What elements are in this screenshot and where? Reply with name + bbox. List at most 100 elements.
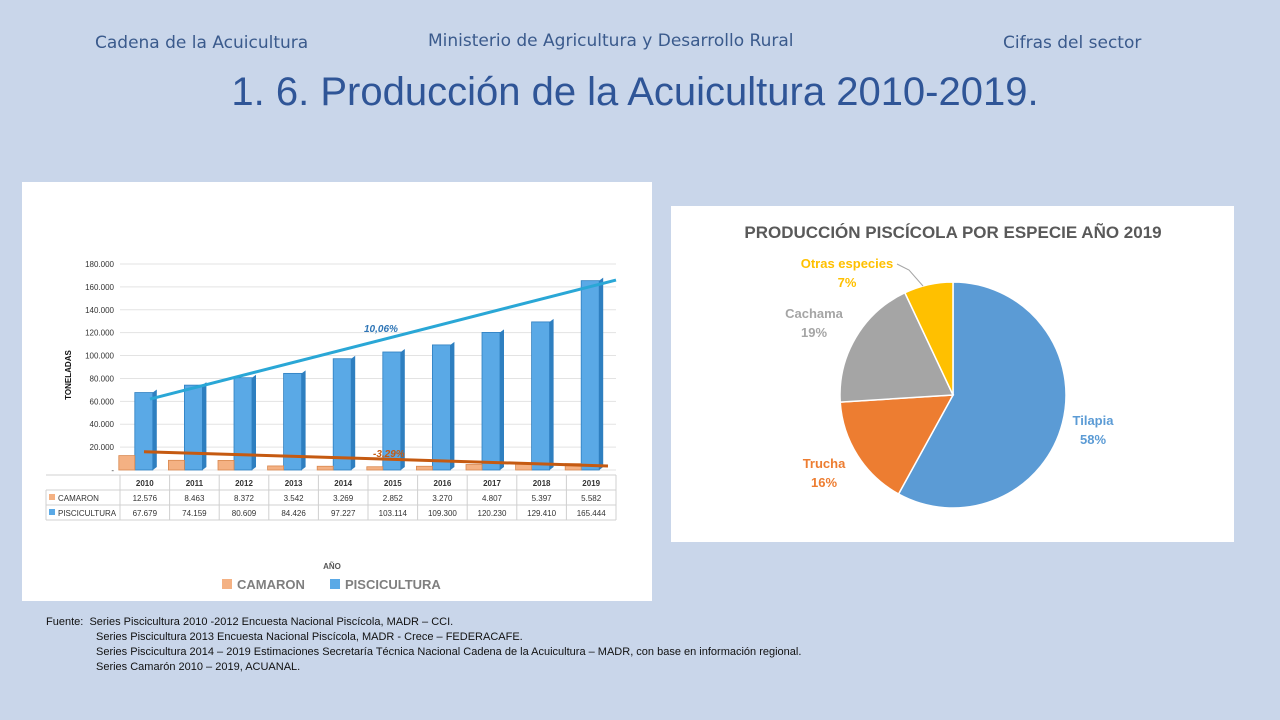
bar-chart-panel: - 20.000 40.000 60.000 80.000 100.000 120.000 1… — [22, 182, 652, 601]
bar-camaron-2017 — [465, 464, 483, 471]
bar-piscicultura-2010 — [134, 392, 154, 471]
table-legend-key — [49, 494, 55, 500]
x-tick-label: 2019 — [582, 479, 600, 488]
x-tick-label: 2015 — [384, 479, 402, 488]
x-tick-label: 2012 — [235, 479, 253, 488]
data-label: 5.397 — [532, 494, 553, 503]
x-axis-title: AÑO — [323, 562, 341, 571]
data-label: 12.576 — [133, 494, 158, 503]
y-tick-label: 60.000 — [90, 397, 115, 406]
y-axis-title: TONELADAS — [64, 350, 73, 400]
pie-leader-line — [896, 263, 924, 287]
trend-label-camaron: -3,29% — [373, 449, 405, 460]
bar-camaron-2010 — [118, 455, 136, 471]
bar-side-piscicultura-2019 — [599, 277, 604, 470]
table-legend-key — [49, 509, 55, 515]
pie-label-trucha: Trucha — [803, 456, 846, 471]
bar-side-piscicultura-2017 — [500, 329, 504, 470]
pie-slice-cachama — [839, 291, 955, 403]
header-right: Cifras del sector — [1003, 33, 1142, 53]
x-tick-label: 2016 — [434, 479, 452, 488]
data-label: 67.679 — [133, 509, 158, 518]
bar-side-piscicultura-2015 — [400, 348, 405, 470]
bar-camaron-2016 — [415, 465, 433, 471]
bar-side-piscicultura-2016 — [450, 341, 455, 470]
x-tick-label: 2013 — [285, 479, 303, 488]
legend-swatch-camaron — [222, 579, 232, 589]
bar-side-piscicultura-2012 — [252, 374, 256, 470]
data-label: 8.463 — [184, 494, 205, 503]
data-label: 109.300 — [428, 509, 457, 518]
pie-slice-otras-especies — [903, 281, 954, 396]
bar-side-piscicultura-2014 — [351, 355, 356, 470]
pie-title: PRODUCCIÓN PISCÍCOLA POR ESPECIE AÑO 201… — [744, 222, 1161, 242]
legend-label-piscicultura: PISCICULTURA — [345, 577, 441, 592]
data-label: 84.426 — [281, 509, 306, 518]
pie-value-tilapia: 58% — [1080, 432, 1106, 447]
data-label: 97.227 — [331, 509, 356, 518]
data-label: 3.270 — [432, 494, 453, 503]
data-label: 2.852 — [383, 494, 404, 503]
y-tick-label: 80.000 — [90, 374, 115, 383]
pie-value-trucha: 16% — [811, 475, 837, 490]
y-tick-label: 140.000 — [85, 306, 114, 315]
y-tick-label: 40.000 — [90, 420, 115, 429]
data-label: 4.807 — [482, 494, 503, 503]
data-label: 5.582 — [581, 494, 602, 503]
bar-side-piscicultura-2010 — [152, 389, 157, 470]
y-tick-label: 180.000 — [85, 260, 114, 269]
x-tick-label: 2017 — [483, 479, 501, 488]
x-tick-label: 2018 — [533, 479, 551, 488]
legend-swatch-piscicultura — [330, 579, 340, 589]
bar-piscicultura-2017 — [481, 332, 501, 471]
bar-piscicultura-2018 — [531, 321, 551, 471]
pie-chart: PRODUCCIÓN PISCÍCOLA POR ESPECIE AÑO 201… — [744, 222, 1162, 509]
source-note: Fuente: Series Piscicultura 2010 -2012 E… — [46, 615, 801, 675]
header-left: Cadena de la Acuicultura — [95, 33, 309, 53]
bar-piscicultura-2011 — [183, 384, 203, 471]
x-tick-label: 2010 — [136, 479, 154, 488]
data-label: 3.542 — [284, 494, 305, 503]
bar-camaron-2015 — [366, 466, 384, 471]
bar-piscicultura-2016 — [431, 344, 451, 471]
bar-piscicultura-2019 — [580, 280, 600, 471]
page-title: 1. 6. Producción de la Acuicultura 2010-… — [231, 70, 1039, 114]
y-tick-label: - — [111, 466, 114, 475]
trend-label-piscicultura: 10,06% — [364, 324, 398, 335]
data-label: 80.609 — [232, 509, 257, 518]
source-line-3: Series Piscicultura 2014 – 2019 Estimaci… — [96, 646, 802, 658]
bar-camaron-2013 — [267, 465, 285, 471]
legend-label-camaron: CAMARON — [237, 577, 305, 592]
bar-side-piscicultura-2018 — [549, 318, 554, 470]
y-tick-label: 100.000 — [85, 352, 114, 361]
header-center: Ministerio de Agricultura y Desarrollo R… — [428, 31, 794, 51]
source-line-1: Fuente: Series Piscicultura 2010 -2012 E… — [46, 616, 454, 628]
data-label: 120.230 — [478, 509, 507, 518]
pie-label-tilapia: Tilapia — [1073, 413, 1115, 428]
bar-side-piscicultura-2013 — [301, 370, 306, 470]
pie-slice-trucha — [839, 394, 955, 496]
pie-slice-tilapia — [897, 281, 1067, 509]
data-label: 74.159 — [182, 509, 207, 518]
bar-side-piscicultura-2011 — [202, 382, 207, 470]
source-line-2: Series Piscicultura 2013 Encuesta Nacion… — [96, 631, 523, 643]
pie-label-cachama: Cachama — [785, 306, 844, 321]
bar-piscicultura-2014 — [332, 358, 352, 471]
pie-chart-panel: PRODUCCIÓN PISCÍCOLA POR ESPECIE AÑO 201… — [671, 206, 1234, 542]
bar-camaron-2014 — [316, 465, 334, 471]
pie-value-otras-especies: 7% — [838, 275, 857, 290]
data-label: 3.269 — [333, 494, 354, 503]
pie-label-otras-especies: Otras especies — [801, 256, 894, 271]
data-label: 103.114 — [379, 509, 408, 518]
x-tick-label: 2014 — [334, 479, 352, 488]
table-row-label: CAMARON — [58, 494, 99, 503]
y-tick-label: 160.000 — [85, 283, 114, 292]
source-label: Fuente: — [46, 616, 84, 628]
y-tick-label: 20.000 — [90, 443, 115, 452]
table-row-label: PISCICULTURA — [58, 509, 117, 518]
x-tick-label: 2011 — [186, 479, 204, 488]
trend-line-piscicultura — [149, 278, 617, 401]
bar-chart: - 20.000 40.000 60.000 80.000 100.000 120.000 1… — [45, 260, 617, 592]
data-label: 165.444 — [577, 509, 606, 518]
source-line-4: Series Camarón 2010 – 2019, ACUANAL. — [96, 661, 301, 673]
